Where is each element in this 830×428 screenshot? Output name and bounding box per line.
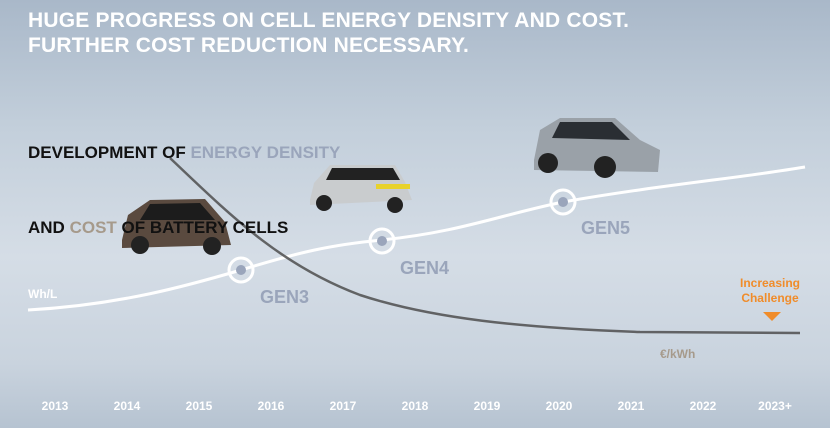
subtitle-line: AND COST OF BATTERY CELLS xyxy=(28,215,340,240)
subtitle-highlight: COST xyxy=(69,218,117,237)
cost-unit: €/kWh xyxy=(660,347,695,361)
annotation: Increasing xyxy=(740,276,800,290)
year-label: 2022 xyxy=(690,399,717,413)
subtitle-text: DEVELOPMENT OF xyxy=(28,143,191,162)
subtitle-highlight: ENERGY DENSITY xyxy=(190,143,341,162)
year-label: 2023+ xyxy=(758,399,792,413)
car-i3 xyxy=(122,199,231,255)
annotation-arrow xyxy=(763,312,781,321)
annotation: Challenge xyxy=(741,291,799,305)
year-label: 2013 xyxy=(42,399,69,413)
year-label: 2016 xyxy=(258,399,285,413)
subtitle-line: DEVELOPMENT OF ENERGY DENSITY xyxy=(28,140,340,165)
year-label: 2018 xyxy=(402,399,429,413)
year-label: 2021 xyxy=(618,399,645,413)
subtitle: DEVELOPMENT OF ENERGY DENSITY AND COST O… xyxy=(28,90,340,290)
year-label: 2020 xyxy=(546,399,573,413)
car-ix3 xyxy=(534,118,660,178)
gen-label: GEN5 xyxy=(581,218,630,238)
year-label: 2015 xyxy=(186,399,213,413)
title-line: HUGE PROGRESS ON CELL ENERGY DENSITY AND… xyxy=(28,9,630,32)
title-line: FURTHER COST REDUCTION NECESSARY. xyxy=(28,34,470,57)
year-axis: 2013 2014 2015 2016 2017 2018 2019 2020 2021 2022… xyxy=(42,399,792,413)
year-label: 2019 xyxy=(474,399,501,413)
year-label: 2014 xyxy=(114,399,141,413)
subtitle-text: OF BATTERY CELLS xyxy=(116,218,289,237)
year-label: 2017 xyxy=(330,399,357,413)
title: HUGE PROGRESS ON CELL ENERGY DENSITY AND… xyxy=(28,8,629,58)
subtitle-text: AND xyxy=(28,218,70,237)
cost-curve xyxy=(169,157,801,335)
gen-markers xyxy=(227,188,577,284)
gen-label: GEN3 xyxy=(260,287,309,307)
car-mini xyxy=(310,165,412,213)
gen-label: GEN4 xyxy=(400,258,449,278)
energy-unit: Wh/L xyxy=(28,287,57,301)
